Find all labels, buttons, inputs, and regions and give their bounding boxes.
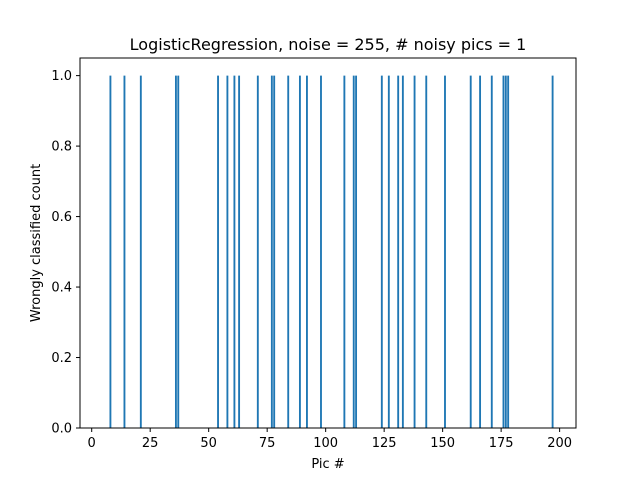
bar (444, 75, 446, 429)
x-tick-label: 175 (489, 436, 514, 451)
bar (123, 75, 126, 429)
bar (273, 75, 276, 429)
bar (238, 75, 241, 429)
bar (343, 75, 346, 429)
bar (270, 75, 273, 429)
x-tick-label: 50 (200, 436, 217, 451)
bar (355, 75, 358, 429)
y-tick-label: 0.8 (51, 140, 72, 155)
chart-title: LogisticRegression, noise = 255, # noisy… (130, 35, 527, 54)
bar (352, 75, 355, 429)
y-tick-label: 0.4 (51, 281, 72, 296)
bar (401, 75, 404, 429)
bar (109, 75, 112, 429)
bar (306, 75, 308, 429)
bar (287, 75, 290, 429)
x-tick-label: 75 (259, 436, 276, 451)
x-tick-label: 150 (430, 436, 455, 451)
y-axis-ticks: 0.0 0.2 0.4 0.6 0.8 1.0 (51, 69, 80, 437)
bar (139, 75, 142, 429)
bar (425, 75, 428, 429)
bar (490, 75, 493, 429)
x-axis-label: Pic # (311, 457, 344, 472)
bar (320, 75, 322, 429)
plot-frame (79, 57, 577, 429)
y-tick-label: 0.6 (51, 210, 72, 225)
bar (298, 75, 301, 429)
y-axis-label: Wrongly classified count (29, 164, 44, 322)
bar (174, 75, 177, 429)
y-tick-label: 0.2 (51, 351, 72, 366)
x-tick-label: 100 (313, 436, 338, 451)
y-tick-label: 1.0 (51, 69, 72, 84)
x-tick-label: 200 (547, 436, 572, 451)
bar (551, 75, 554, 429)
x-tick-label: 0 (88, 436, 96, 451)
bar (507, 75, 510, 429)
bar (217, 75, 219, 429)
bar (469, 75, 472, 429)
x-tick-label: 25 (142, 436, 159, 451)
bar (504, 75, 507, 429)
bar (177, 75, 180, 429)
bar (479, 75, 482, 429)
bar (380, 75, 383, 429)
bar (226, 75, 229, 429)
x-axis-ticks: 0 25 50 75 100 125 150 175 200 (88, 428, 572, 451)
bar (256, 75, 259, 429)
bar (397, 75, 400, 429)
bars-group (109, 75, 554, 429)
y-tick-label: 0.0 (51, 422, 72, 437)
x-tick-label: 125 (372, 436, 397, 451)
bar (413, 75, 416, 429)
bar (502, 75, 505, 429)
bar (387, 75, 390, 429)
bar (233, 75, 236, 429)
